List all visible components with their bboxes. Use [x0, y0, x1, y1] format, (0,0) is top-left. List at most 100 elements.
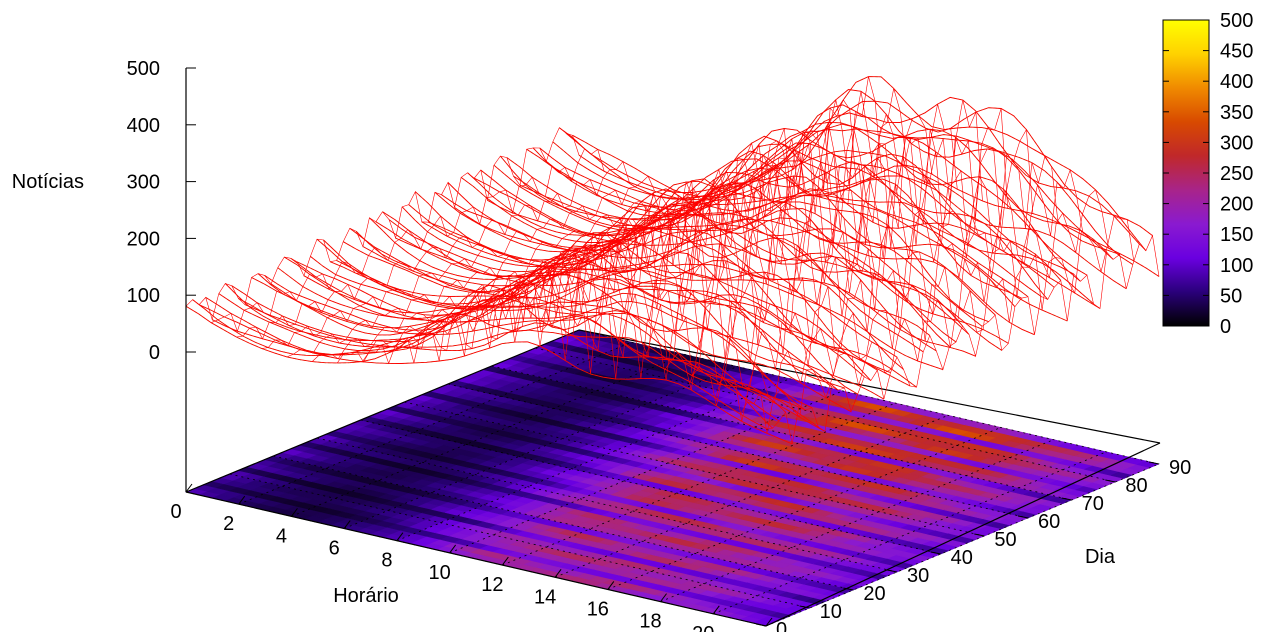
y-tick-label: 40: [951, 547, 973, 569]
x-tick-mark: [291, 508, 298, 517]
surface-line: [715, 189, 1109, 422]
surface-line: [192, 298, 773, 429]
surface-line: [538, 113, 933, 361]
y-tick-label: 80: [1125, 475, 1147, 497]
y-tick-label: 70: [1082, 493, 1104, 515]
x-tick-mark: [554, 568, 562, 578]
y-tick-mark: [930, 551, 941, 555]
surface-line: [337, 187, 731, 364]
z-tick-label: 0: [149, 342, 160, 364]
colorbar-tick-label: 50: [1220, 285, 1242, 307]
z-tick-label: 100: [127, 285, 160, 307]
colorbar-tick-label: 250: [1220, 163, 1253, 185]
y-axis-ticks: 0 10 20 30 40 50 60 70 80 90: [755, 457, 1191, 632]
surface-line: [589, 99, 983, 380]
x-tick-mark: [712, 605, 720, 615]
y-tick-label: 90: [1169, 457, 1191, 479]
colorbar-tick-label: 500: [1220, 10, 1253, 32]
y-tick-mark: [1017, 515, 1029, 519]
surface-line: [290, 232, 872, 381]
surface-line: [236, 160, 630, 340]
y-tick-mark: [974, 533, 985, 537]
x-tick-mark: [185, 483, 193, 493]
y-tick-mark: [843, 587, 854, 591]
x-tick-label: 6: [329, 538, 340, 560]
surface-line: [500, 121, 1081, 282]
surface-line: [303, 275, 885, 400]
surface-line: [765, 234, 1160, 445]
surface-line: [487, 199, 1068, 322]
x-tick-mark: [396, 532, 404, 542]
surface-line: [211, 148, 605, 333]
surface-line: [388, 178, 970, 335]
surface-line: [375, 188, 957, 343]
surface-line: [463, 99, 857, 349]
surface-line: [414, 175, 996, 316]
y-tick-label: 30: [907, 565, 929, 587]
y-tick-mark: [755, 623, 767, 627]
x-axis-ticks: 0246810121416182022: [170, 483, 773, 632]
colorbar-tick-label: 350: [1220, 102, 1253, 124]
x-tick-mark: [607, 581, 615, 590]
x-tick-label: 20: [692, 623, 714, 632]
surface-line: [690, 168, 1084, 407]
grid-line-x: [607, 427, 1001, 590]
z-tick-label: 300: [127, 172, 160, 194]
surface-line: [467, 143, 1049, 300]
y-tick-mark: [799, 605, 810, 609]
x-axis-label: Horário: [333, 585, 399, 607]
surface-mesh: [185, 76, 1160, 445]
base-edge: [765, 442, 1161, 627]
grid-line-x: [344, 366, 738, 529]
surface-line: [664, 155, 1059, 391]
x-tick-label: 2: [223, 513, 234, 535]
x-tick-label: 0: [170, 501, 181, 523]
surface-line: [473, 135, 1055, 288]
base-axes: [185, 329, 1161, 627]
y-tick-label: 60: [1038, 511, 1060, 533]
surface-line: [185, 305, 767, 429]
colorbar-gradient: [1162, 19, 1210, 327]
surface-line: [614, 108, 1008, 379]
colorbar-tick-label: 100: [1220, 255, 1253, 277]
y-axis-label: Dia: [1085, 546, 1116, 568]
colorbar-tick-label: 150: [1220, 224, 1253, 246]
x-tick-mark: [449, 544, 457, 554]
x-tick-label: 4: [276, 525, 287, 547]
x-tick-mark: [238, 495, 246, 505]
grid-line-x: [765, 463, 1160, 627]
surface-line: [355, 204, 937, 352]
grid-line-x: [396, 378, 791, 542]
surface-line: [244, 304, 826, 432]
grid-line-x: [660, 439, 1054, 603]
surface-line: [434, 150, 1016, 307]
surface-line: [552, 104, 1134, 265]
surface-line: [257, 245, 839, 391]
surface-line: [382, 201, 963, 327]
surface-line: [454, 207, 1035, 336]
surface-line: [639, 128, 1034, 381]
grid-line-x: [291, 353, 685, 517]
heatmap-projection: [185, 329, 1160, 627]
surface-line: [342, 205, 924, 353]
surface-line: [205, 295, 786, 413]
surface-line: [362, 246, 944, 371]
x-tick-label: 16: [587, 598, 609, 620]
surface-line: [323, 224, 904, 370]
grid-line-x: [554, 414, 949, 578]
surface-line: [349, 213, 931, 336]
z-tick-label: 200: [127, 228, 160, 250]
surface-line: [362, 182, 756, 365]
base-edge: [185, 491, 767, 627]
base-edge: [185, 329, 580, 493]
surface-line: [532, 89, 1114, 260]
surface-line: [506, 128, 1088, 276]
x-tick-label: 18: [639, 611, 661, 632]
surface-line: [251, 273, 832, 387]
surface-line: [441, 158, 1022, 299]
surface-line: [526, 123, 1107, 253]
z-tick-label: 400: [127, 115, 160, 137]
colorbar-tick-label: 400: [1220, 71, 1253, 93]
grid-line-x: [238, 341, 632, 505]
surface-line: [297, 244, 878, 371]
